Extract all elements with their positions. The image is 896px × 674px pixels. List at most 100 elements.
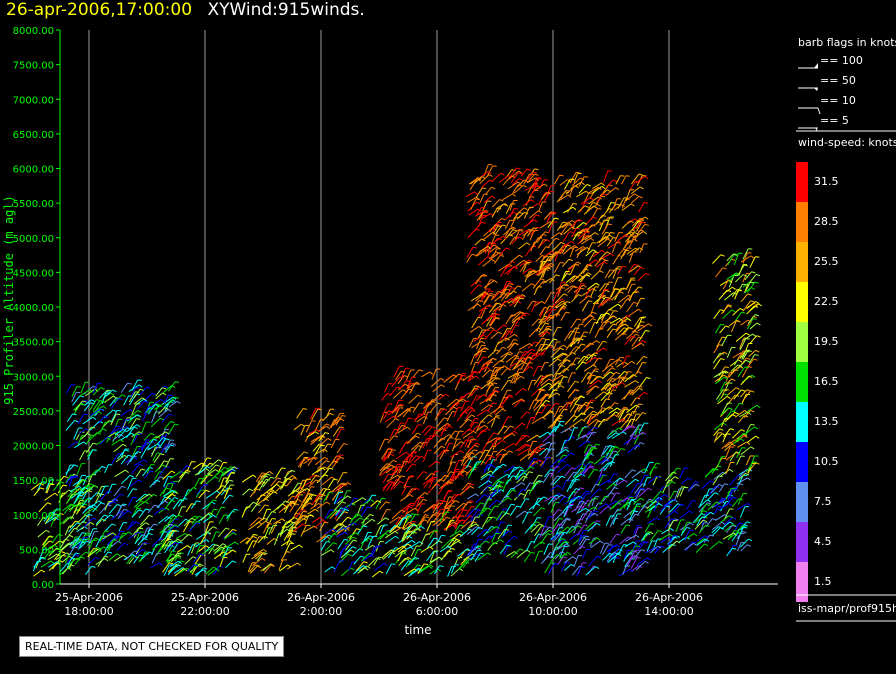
wind-barb-feather — [391, 551, 396, 555]
wind-barb — [567, 261, 578, 270]
wind-barb — [561, 452, 572, 462]
wind-barb — [477, 256, 489, 266]
wind-barb-feather — [172, 442, 176, 446]
wind-barb-feather — [534, 457, 539, 460]
wind-barb-feather — [261, 481, 266, 484]
wind-barb — [222, 494, 230, 504]
wind-barb — [521, 283, 532, 292]
wind-barb — [507, 466, 516, 479]
wind-barb-feather — [327, 443, 332, 446]
wind-barb — [464, 414, 472, 422]
wind-barb — [92, 383, 98, 394]
wind-barb-feather — [367, 506, 372, 509]
wind-barb-feather — [173, 489, 178, 494]
wind-barb — [502, 524, 509, 536]
wind-barb — [167, 491, 175, 498]
wind-barb-feather — [144, 400, 149, 403]
wind-barb — [503, 545, 509, 556]
wind-barb-feather — [104, 558, 109, 562]
wind-barb — [549, 251, 558, 262]
wind-barb — [193, 478, 200, 489]
wind-barb-feather — [488, 480, 493, 484]
wind-barb-feather — [344, 508, 350, 512]
wind-barb — [509, 505, 518, 516]
wind-barb-feather — [132, 553, 137, 558]
wind-barb — [384, 535, 396, 545]
wind-barb — [478, 362, 487, 373]
wind-barb — [65, 464, 71, 476]
wind-barb — [244, 535, 254, 544]
wind-barb — [140, 515, 150, 526]
wind-barb — [213, 551, 225, 560]
wind-barb-feather — [490, 455, 495, 458]
wind-barb-feather — [171, 489, 176, 493]
wind-barb-feather — [263, 548, 267, 553]
wind-barb — [447, 566, 453, 577]
wind-barb — [478, 480, 489, 489]
wind-barb — [634, 487, 642, 498]
wind-barb — [631, 387, 640, 396]
wind-barb-feather — [148, 514, 153, 518]
wind-barb-feather — [587, 272, 592, 276]
wind-barb — [428, 477, 435, 489]
wind-barb — [318, 432, 326, 442]
wind-barb-feather — [522, 184, 527, 188]
wind-barb-feather — [488, 473, 493, 477]
wind-barb — [535, 255, 543, 263]
wind-barb-feather — [339, 490, 344, 493]
wind-barb-feather — [341, 482, 346, 486]
wind-barb — [439, 511, 446, 523]
wind-barb — [141, 439, 147, 453]
wind-barb — [583, 465, 591, 475]
wind-barb — [249, 565, 258, 574]
wind-barb — [568, 488, 577, 499]
wind-barb — [571, 357, 577, 367]
wind-barb-feather — [645, 272, 650, 276]
wind-barb-feather — [559, 174, 564, 177]
wind-barb-feather — [463, 502, 468, 506]
wind-barb-feather — [546, 239, 551, 242]
wind-barb-feather — [160, 453, 165, 456]
wind-barb-feather — [253, 535, 258, 539]
wind-barb-feather — [596, 522, 601, 526]
wind-barb-feather — [384, 466, 389, 469]
wind-barb-feather — [633, 541, 637, 545]
wind-barb — [68, 441, 77, 449]
wind-barb-feather — [561, 365, 566, 368]
wind-barb-feather — [538, 480, 543, 483]
wind-barb — [321, 476, 332, 486]
wind-barb-feather — [159, 476, 164, 479]
wind-barb — [160, 444, 167, 454]
wind-barb-feather — [622, 418, 626, 422]
wind-barb-feather — [595, 282, 600, 286]
wind-barb — [462, 407, 472, 415]
wind-barb — [73, 494, 80, 504]
wind-barb-feather — [214, 476, 219, 479]
wind-barb — [607, 402, 615, 411]
wind-barb-feather — [554, 217, 559, 220]
wind-barb — [510, 216, 517, 228]
wind-barb — [497, 508, 504, 521]
wind-barb — [597, 419, 605, 428]
wind-barb — [588, 251, 595, 262]
wind-barb-feather — [395, 535, 400, 539]
wind-barb — [314, 419, 321, 432]
wind-barb-feather — [233, 466, 238, 470]
wind-barb — [278, 559, 284, 571]
wind-barb-feather — [473, 371, 479, 374]
wind-barb-feather — [526, 411, 531, 414]
wind-barb — [258, 504, 266, 514]
wind-barb — [393, 475, 402, 487]
wind-barb — [522, 348, 532, 357]
wind-barb — [308, 479, 317, 487]
wind-barb — [408, 557, 416, 566]
wind-barb — [262, 476, 272, 488]
wind-barb — [495, 511, 503, 521]
wind-barb-feather — [253, 501, 258, 505]
wind-barb-feather — [635, 478, 640, 482]
wind-barb — [409, 528, 418, 536]
wind-barb — [617, 197, 625, 209]
wind-barb-feather — [615, 371, 620, 375]
wind-barb-feather — [503, 425, 509, 428]
wind-barb-feather — [312, 457, 317, 461]
